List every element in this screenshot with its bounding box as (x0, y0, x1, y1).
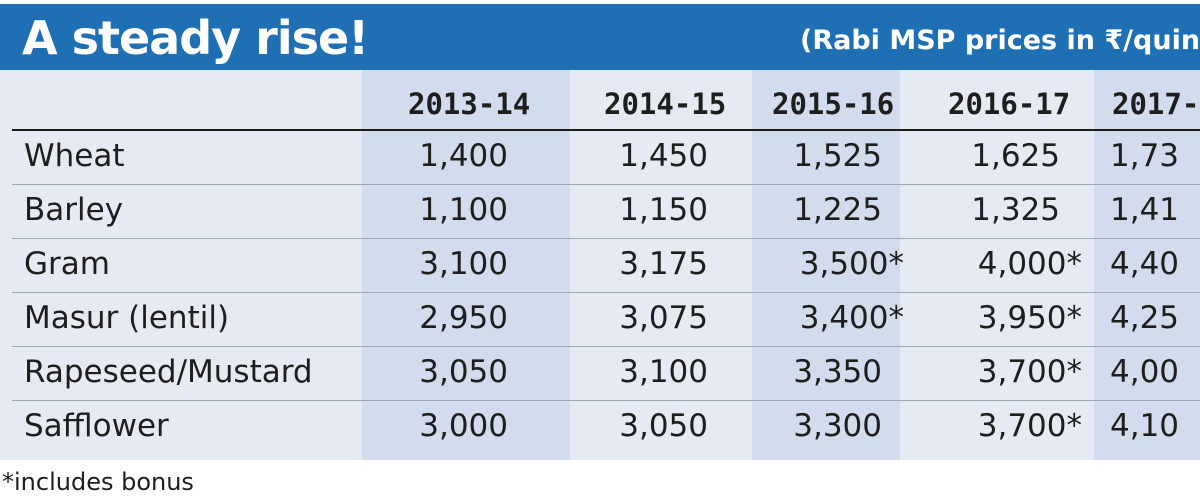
table-cell: 1,625 (971, 138, 1060, 174)
table-cell: 3,050 (619, 408, 708, 444)
table-cell: 3,100 (419, 246, 508, 282)
table-cell: 3,950* (977, 300, 1082, 336)
table-background (0, 70, 1200, 460)
table-cell: 3,000 (419, 408, 508, 444)
column-header: 2016-17 (948, 87, 1071, 121)
chart-subtitle: (Rabi MSP prices in ₹/quinta (800, 25, 1200, 56)
table-cell: 3,400* (799, 300, 904, 336)
table-cell: 1,450 (619, 138, 708, 174)
table-cell: 4,40 (1110, 246, 1180, 282)
row-divider (12, 238, 1200, 239)
table-cell: 2,950 (419, 300, 508, 336)
column-header: 2017- (1112, 87, 1200, 121)
table-cell: 1,100 (419, 192, 508, 228)
table-cell: 1,325 (971, 192, 1060, 228)
table-cell: 1,73 (1110, 138, 1180, 174)
table-cell: 3,300 (793, 408, 882, 444)
table-cell: 1,150 (619, 192, 708, 228)
row-divider (12, 346, 1200, 347)
column-shade-2017-18 (1094, 70, 1200, 460)
column-header: 2014-15 (604, 87, 727, 121)
column-header: 2015-16 (772, 87, 895, 121)
table-cell: 1,41 (1110, 192, 1180, 228)
table-cell: 3,075 (619, 300, 708, 336)
table-cell: 4,25 (1110, 300, 1180, 336)
table-cell: 3,500* (799, 246, 904, 282)
table-cell: 1,525 (793, 138, 882, 174)
chart-title: A steady rise! (22, 11, 369, 65)
table-cell: 4,00 (1110, 354, 1180, 390)
row-divider (12, 184, 1200, 185)
table-cell: 3,700* (977, 354, 1082, 390)
row-label: Gram (24, 246, 110, 282)
column-header: 2013-14 (408, 87, 531, 121)
row-label: Safflower (24, 408, 169, 444)
table-cell: 1,225 (793, 192, 882, 228)
header-rule (12, 129, 1200, 131)
row-label: Wheat (24, 138, 125, 174)
table-cell: 3,350 (793, 354, 882, 390)
row-divider (12, 400, 1200, 401)
title-banner: A steady rise! (Rabi MSP prices in ₹/qui… (0, 4, 1200, 70)
row-label: Masur (lentil) (24, 300, 230, 336)
row-divider (12, 292, 1200, 293)
table-cell: 3,050 (419, 354, 508, 390)
table-cell: 3,700* (977, 408, 1082, 444)
table-cell: 4,000* (977, 246, 1082, 282)
column-shade-2015-16 (752, 70, 900, 460)
row-label: Rapeseed/Mustard (24, 354, 313, 390)
table-cell: 3,175 (619, 246, 708, 282)
column-shade-2013-14 (362, 70, 570, 460)
row-label: Barley (24, 192, 124, 228)
table-cell: 3,100 (619, 354, 708, 390)
footnote: *includes bonus (2, 468, 194, 496)
table-cell: 4,10 (1110, 408, 1180, 444)
table-cell: 1,400 (419, 138, 508, 174)
